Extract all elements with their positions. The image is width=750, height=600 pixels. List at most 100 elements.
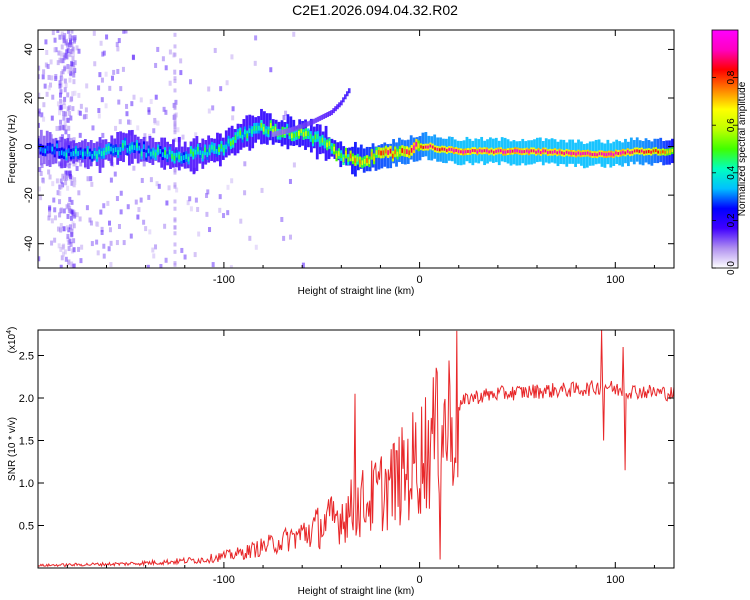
spectrogram-noise-cell: [85, 205, 89, 211]
spectrogram-ridge-core: [199, 150, 202, 155]
spectrogram-noise-cell: [95, 221, 99, 227]
spectrogram-noise-cell: [62, 52, 66, 58]
spectrogram-noise-cell: [197, 231, 201, 237]
spectrogram-noise-cell: [165, 200, 169, 206]
spectrogram-noise-cell: [89, 176, 93, 182]
spectrogram-ridge-core: [460, 150, 462, 154]
spectrogram-noise-cell: [119, 190, 123, 196]
spectrogram-noise-cell: [104, 103, 108, 109]
spectrogram-ridge-core: [180, 156, 183, 161]
spectrogram-branch-cell: [338, 102, 341, 108]
spectrogram-noise-cell: [59, 207, 63, 213]
spectrogram-noise-cell: [118, 119, 122, 125]
spectrogram-noise-cell: [71, 48, 75, 54]
colorbar: 0.0 0.2 0.4 0.6 0.8 Normalized spectral ampl…: [711, 29, 748, 275]
spectrogram-noise-cell: [47, 74, 51, 80]
spectrogram-ridge-core: [356, 156, 359, 162]
spectrogram-ridge-core: [368, 159, 371, 165]
spectrogram-noise-cell: [71, 55, 75, 61]
spectrogram-noise-cell: [154, 62, 158, 68]
spectrogram-ridge-core: [544, 149, 547, 153]
spectrogram-noise-cell: [154, 94, 158, 100]
spectrogram-noise-cell: [130, 101, 134, 107]
spectrogram-noise-cell: [139, 97, 143, 103]
spectrogram-noise-cell: [39, 171, 43, 177]
spectrogram-noise-cell: [62, 111, 66, 117]
spectrogram-noise-cell: [58, 199, 62, 205]
spectrogram-ridge-core: [265, 128, 267, 134]
spectrogram-noise-cell: [115, 240, 119, 246]
spectrogram-noise-cell: [82, 114, 86, 120]
spectrogram-noise-cell: [56, 60, 60, 66]
spectrogram-noise-cell: [230, 178, 234, 184]
spectrogram-noise-cell: [64, 256, 68, 262]
spectrogram-ridge-core: [495, 149, 497, 153]
spectrogram-noise-cell: [173, 261, 177, 266]
spectrogram-branch-cell: [308, 120, 312, 126]
spectrogram-noise-cell: [248, 235, 252, 241]
spectrogram-ridge-core: [136, 143, 138, 148]
spectrogram-ridge-core: [77, 151, 79, 156]
spectrogram-noise-cell: [84, 107, 88, 113]
spectrogram-ridge-core: [143, 144, 145, 150]
spectrogram-xtick-label: -100: [213, 274, 235, 286]
spectrogram-noise-cell: [66, 92, 70, 98]
spectrogram-noise-cell: [101, 132, 105, 138]
spectrogram-noise-cell: [69, 215, 73, 221]
spectrogram-noise-cell: [79, 103, 83, 109]
spectrogram-ridge-core: [518, 149, 521, 153]
spectrogram-noise-cell: [175, 187, 179, 193]
spectrogram-noise-cell: [42, 116, 46, 122]
spectrogram-ridge-core: [561, 151, 563, 155]
spectrogram-noise-cell: [194, 197, 198, 203]
spectrogram-noise-cell: [68, 170, 72, 176]
spectrogram-halo-cell: [125, 133, 128, 156]
spectrogram-ridge-core: [114, 147, 117, 153]
spectrogram-ridge-core: [173, 155, 176, 161]
spectrogram-branch-cell: [281, 129, 285, 135]
spectrogram-noise-cell: [56, 190, 60, 196]
spectrogram-noise-cell: [156, 120, 160, 126]
spectrogram-noise-cell: [97, 113, 101, 119]
spectrogram-noise-cell: [47, 215, 51, 221]
spectrogram-noise-cell: [208, 227, 212, 233]
spectrogram-noise-cell: [66, 106, 70, 112]
spectrogram-ridge-core: [225, 144, 227, 150]
spectrogram-noise-cell: [153, 119, 157, 125]
spectrogram-xtick-label: 100: [606, 274, 624, 286]
spectrogram-noise-cell: [127, 119, 131, 125]
spectrogram-noise-cell: [79, 258, 83, 264]
spectrogram-ridge-core: [394, 149, 396, 155]
spectrogram-noise-cell: [116, 46, 120, 52]
spectrogram-noise-cell: [63, 249, 67, 255]
spectrogram-noise-cell: [106, 200, 110, 206]
spectrogram-noise-cell: [62, 55, 66, 61]
spectrogram-noise-cell: [42, 102, 46, 108]
spectrogram-noise-cell: [107, 246, 111, 252]
spectrogram-branch-cell: [347, 88, 351, 94]
spectrogram-noise-cell: [189, 79, 193, 85]
spectrogram-frame: [37, 29, 675, 269]
spectrogram-noise-cell: [90, 241, 94, 247]
spectrogram-noise-cell: [173, 52, 177, 57]
spectrogram-noise-cell: [162, 106, 166, 112]
spectrogram-noise-cell: [63, 78, 67, 84]
spectrogram-ridge-core: [568, 151, 570, 155]
spectrogram-noise-cell: [93, 61, 97, 67]
spectrogram-ridge-core: [476, 150, 479, 154]
spectrogram-ridge-core: [152, 150, 155, 156]
spectrogram-noise-cell: [40, 112, 44, 118]
snr-scale-exponent: 4: [6, 330, 13, 334]
spectrogram-branch-cell: [332, 108, 335, 114]
spectrogram-ridge-core: [450, 148, 453, 152]
spectrogram-noise-cell: [288, 234, 292, 240]
spectrogram-noise-cell: [205, 192, 209, 198]
spectrogram-noise-cell: [46, 63, 50, 69]
spectrogram-ridge-core: [532, 149, 535, 153]
spectrogram-noise-cell: [189, 206, 193, 212]
spectrogram-noise-cell: [173, 69, 177, 75]
spectrogram-noise-cell: [80, 244, 84, 250]
spectrogram-ridge-core: [659, 150, 662, 154]
spectrogram-branch-cell: [336, 104, 339, 110]
spectrogram-ridge-core: [514, 149, 516, 153]
